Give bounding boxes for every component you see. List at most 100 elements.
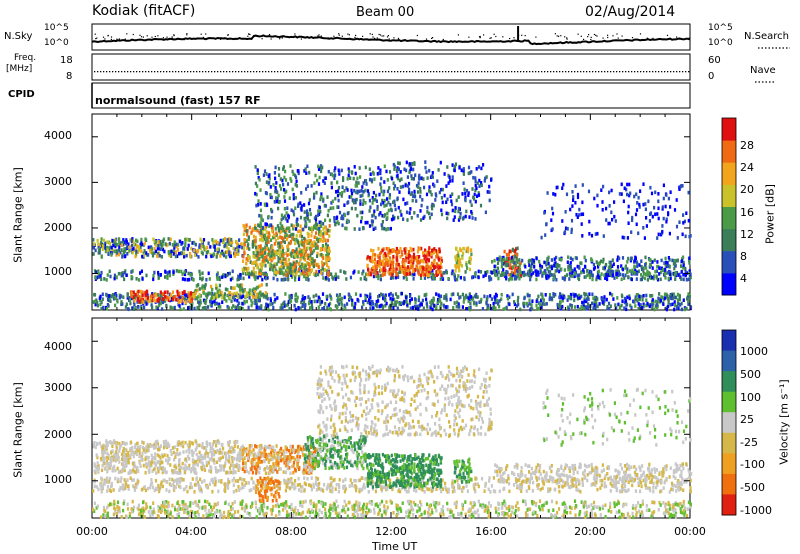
velocity-near-range-cell [641, 499, 644, 504]
power-echo-cell [226, 287, 229, 292]
freq-dot [469, 71, 471, 73]
power-sparse-cell [662, 216, 665, 221]
power-late-band-cell [578, 266, 581, 270]
power-echo-cell [278, 256, 281, 260]
power-lower-band-cell [330, 272, 333, 277]
power-near-range-cell [666, 294, 669, 299]
power-near-range-cell [600, 297, 604, 302]
power-sparse-cell [644, 202, 647, 206]
power-late-band-cell [644, 263, 647, 267]
power-echo-cell [324, 248, 327, 252]
power-near-range-cell [480, 297, 483, 302]
power-echo-cell [242, 246, 246, 251]
power-upper-cell [255, 192, 258, 197]
power-upper-cell [270, 195, 273, 200]
power-echo-cell [265, 295, 268, 299]
freq-dot [631, 71, 633, 73]
power-late-band-cell [640, 265, 643, 269]
velocity-near-range-cell [408, 501, 411, 506]
power-echo-cell [242, 242, 245, 246]
power-near-range-cell [384, 303, 387, 308]
power-near-range-cell [143, 305, 146, 310]
power-near-range-cell [417, 298, 420, 303]
power-upper-cell [336, 220, 339, 224]
power-late-band-cell [672, 262, 675, 266]
freq-dot [364, 71, 366, 73]
power-late-band-cell [510, 272, 513, 277]
noise-search-dot [186, 34, 188, 36]
power-strong-echo-cell [395, 252, 398, 257]
power-echo-cell [253, 255, 257, 259]
power-echo-cell [306, 231, 309, 236]
power-late-band-cell [626, 260, 629, 264]
power-lower-band-cell [95, 270, 98, 274]
power-near-range-cell [570, 305, 573, 309]
power-strong-echo-cell [422, 251, 425, 255]
power-lower-band-cell [606, 277, 609, 282]
power-echo-cell [265, 282, 268, 287]
velocity-near-range-cell [118, 509, 121, 514]
power-band-cell [188, 238, 191, 242]
power-near-range-cell [336, 299, 340, 304]
power-strong-echo-cell [440, 256, 443, 261]
power-strong-echo-cell [395, 246, 398, 251]
power-near-range-cell [405, 300, 408, 305]
power-upper-cell [331, 199, 334, 204]
noise-search-dot [560, 35, 562, 37]
power-band-cell [99, 243, 102, 247]
power-upper-cell [319, 166, 322, 170]
power-band-cell [98, 248, 101, 252]
power-near-range-cell [483, 294, 486, 299]
power-band-cell [133, 248, 136, 253]
power-echo-cell [312, 272, 316, 276]
noise-search-dot [612, 35, 614, 37]
freq-dot [346, 71, 348, 73]
freq-dot [271, 71, 273, 73]
power-late-band-cell [642, 266, 645, 270]
power-lower-band-cell [599, 274, 602, 279]
power-echo-cell [274, 268, 277, 273]
power-band-cell [167, 237, 170, 241]
power-lower-band-cell [172, 272, 175, 276]
power-late-band-cell [518, 263, 521, 268]
power-late-band-cell [611, 273, 614, 277]
power-upper-cell [415, 183, 419, 188]
power-sparse-cell [561, 186, 564, 190]
power-echo-cell [209, 291, 212, 296]
power-band-cell [137, 244, 140, 249]
power-upper-cell [316, 222, 319, 227]
power-echo-cell [262, 250, 265, 254]
power-strong-echo-cell [426, 253, 429, 257]
power-upper-cell [346, 188, 349, 192]
power-sparse-cell [651, 214, 654, 219]
power-band-cell [207, 241, 210, 246]
power-upper-cell [264, 191, 267, 195]
power-near-range-cell [541, 301, 544, 306]
power-strong-echo-cell [406, 265, 410, 269]
power-lower-band-cell [397, 275, 400, 279]
power-lower-band-cell [172, 270, 175, 275]
power-band-cell [216, 240, 219, 245]
freq-dot [463, 71, 465, 73]
power-late-band-cell [500, 264, 503, 269]
power-late-band-cell [521, 258, 524, 263]
power-upper-cell [372, 213, 375, 217]
power-near-range-cell [513, 300, 516, 304]
power-echo-cell [291, 263, 294, 268]
power-lower-band-cell [372, 274, 376, 279]
power-near-range-cell [462, 300, 465, 304]
noise-search-dot [318, 34, 320, 36]
noise-search-dot [587, 36, 589, 38]
power-lower-band-cell [635, 277, 638, 281]
power-echo-cell [264, 291, 267, 295]
power-band-cell [234, 252, 237, 256]
noise-search-dot [558, 35, 560, 37]
power-upper-cell [334, 196, 337, 201]
power-near-range-cell [92, 300, 95, 304]
power-strong-echo-cell [422, 259, 425, 264]
power-near-range-cell [670, 296, 673, 300]
velocity-near-range-cell [446, 507, 449, 512]
power-near-range-cell [197, 305, 201, 310]
power-echo-cell [514, 265, 517, 270]
velocity-near-range-cell [149, 505, 152, 510]
